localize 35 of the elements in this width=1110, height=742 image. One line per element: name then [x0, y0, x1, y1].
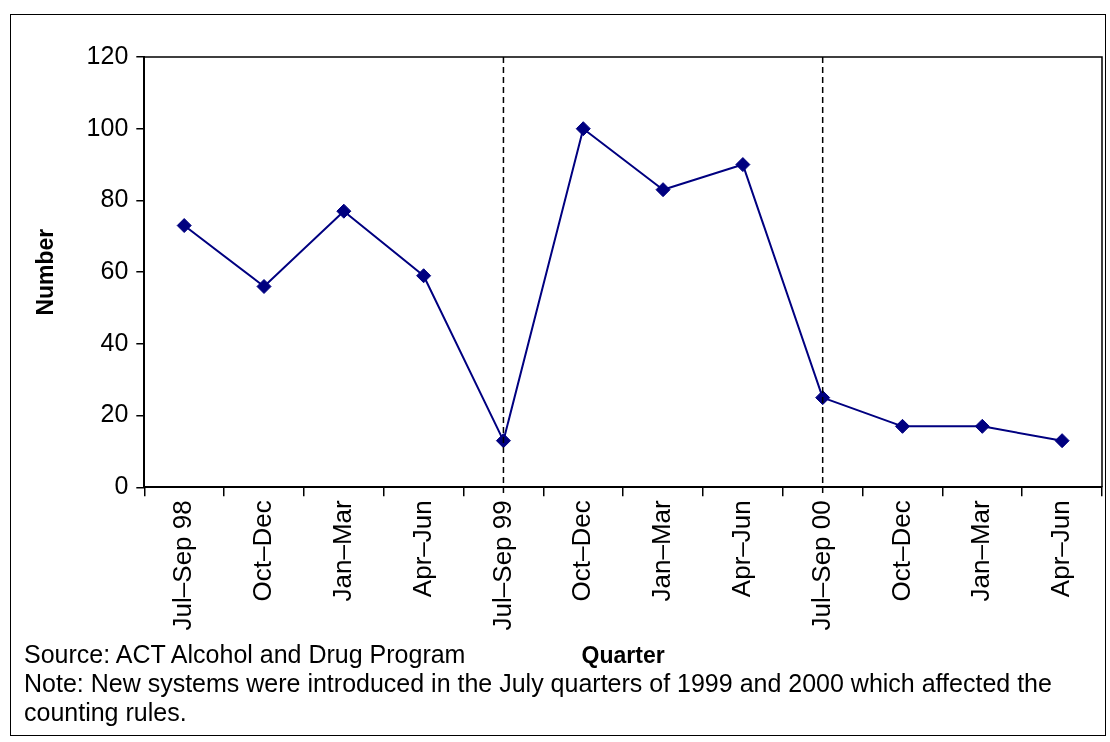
- point: [894, 418, 910, 434]
- y-axis-title: Number: [32, 228, 59, 316]
- y-tick-label: 0: [114, 471, 129, 500]
- x-tick-label: Apr–Jun: [1045, 500, 1076, 598]
- point: [655, 182, 671, 198]
- point: [735, 157, 751, 173]
- y-tick-label: 80: [100, 184, 129, 213]
- point: [495, 433, 511, 449]
- point: [256, 278, 272, 294]
- x-tick-label: Oct–Dec: [566, 500, 597, 602]
- x-tick-label: Oct–Dec: [247, 500, 278, 602]
- x-tick-label: Jan–Mar: [646, 499, 677, 602]
- x-tick-label: Oct–Dec: [885, 500, 916, 602]
- y-tick-label: 40: [100, 327, 129, 356]
- point: [974, 418, 990, 434]
- source-note: Source: ACT Alcohol and Drug Program: [24, 640, 466, 668]
- point: [416, 268, 432, 284]
- x-tick-label: Apr–Jun: [726, 500, 757, 598]
- point: [176, 218, 192, 234]
- x-tick-label: Jul–Sep 98: [167, 500, 198, 631]
- x-tick-label: Jan–Mar: [965, 499, 996, 602]
- x-axis-title: Quarter: [581, 641, 665, 668]
- point: [815, 390, 831, 406]
- x-tick-label: Apr–Jun: [406, 500, 437, 598]
- point: [575, 121, 591, 137]
- x-tick-label: Jan–Mar: [327, 499, 357, 602]
- point: [336, 203, 352, 219]
- x-tick-label: Jul–Sep 99: [486, 500, 517, 631]
- x-tick-label: Jul–Sep 00: [805, 500, 836, 631]
- y-tick-label: 120: [86, 40, 129, 69]
- text: Note: New systems were introduced in the July quarters of 1999 and 2000 which affected the counting rules.: [24, 669, 1053, 727]
- point: [1054, 433, 1070, 449]
- y-tick-label: 100: [86, 112, 129, 141]
- y-tick-label: 20: [100, 399, 129, 428]
- y-tick-label: 60: [100, 256, 129, 285]
